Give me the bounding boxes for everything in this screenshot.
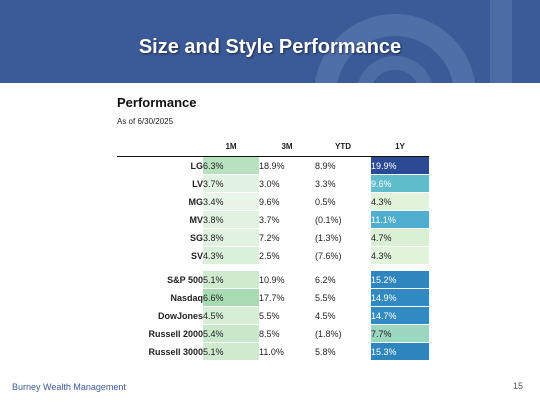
table-body: LG 6.3% 18.9% 8.9% 19.9% LV 3.7% 3.0% 3.3% 9.6% MG… (117, 156, 429, 361)
value-cell: 19.9% (371, 156, 429, 175)
as-of-date: As of 6/30/2025 (117, 117, 174, 126)
value-cell: 6.6% (203, 288, 259, 307)
row-label: MG (117, 192, 203, 211)
value-cell: 3.8% (203, 228, 259, 247)
row-label: LG (117, 156, 203, 175)
section-title: Performance (117, 95, 197, 110)
company-name: Burney Wealth Management (12, 382, 126, 392)
table-row: MG 3.4% 9.6% 0.5% 4.3% (117, 192, 429, 211)
value-cell: 3.7% (259, 210, 315, 229)
table-row: LV 3.7% 3.0% 3.3% 9.6% (117, 174, 429, 193)
table-row: SV 4.3% 2.5% (7.6%) 4.3% (117, 246, 429, 265)
value-cell: 9.6% (371, 174, 429, 193)
value-cell: 3.8% (203, 210, 259, 229)
value-cell: 4.3% (203, 246, 259, 265)
value-cell: 11.0% (259, 342, 315, 361)
value-cell: 9.6% (259, 192, 315, 211)
value-cell: 15.3% (371, 342, 429, 361)
row-label: DowJones (117, 306, 203, 325)
value-cell: 14.9% (371, 288, 429, 307)
value-cell: 8.9% (315, 156, 371, 175)
row-label: MV (117, 210, 203, 229)
value-cell: 5.8% (315, 342, 371, 361)
decorative-logo-arc (314, 0, 512, 83)
value-cell: 3.7% (203, 174, 259, 193)
header-1y: 1Y (371, 137, 429, 157)
value-cell: 4.7% (371, 228, 429, 247)
table-row: MV 3.8% 3.7% (0.1%) 11.1% (117, 210, 429, 229)
value-cell: 14.7% (371, 306, 429, 325)
value-cell: 4.3% (371, 192, 429, 211)
value-cell: 11.1% (371, 210, 429, 229)
row-label: SV (117, 246, 203, 265)
table-row: SG 3.8% 7.2% (1.3%) 4.7% (117, 228, 429, 247)
row-label: Russell 2000 (117, 324, 203, 343)
value-cell: (1.3%) (315, 228, 371, 247)
value-cell: (0.1%) (315, 210, 371, 229)
value-cell: 5.1% (203, 342, 259, 361)
value-cell: 7.2% (259, 228, 315, 247)
value-cell: 4.5% (315, 306, 371, 325)
header-label-column (117, 137, 203, 157)
value-cell: 10.9% (259, 271, 315, 289)
value-cell: 5.4% (203, 324, 259, 343)
value-cell: 18.9% (259, 156, 315, 175)
table-row: S&P 500 5.1% 10.9% 6.2% 15.2% (117, 271, 429, 289)
value-cell: 5.5% (259, 306, 315, 325)
header-1m: 1M (203, 137, 259, 157)
value-cell: 2.5% (259, 246, 315, 265)
header-ytd: YTD (315, 137, 371, 157)
table-row: Russell 3000 5.1% 11.0% 5.8% 15.3% (117, 342, 429, 361)
row-label: S&P 500 (117, 271, 203, 289)
value-cell: 3.3% (315, 174, 371, 193)
row-label: LV (117, 174, 203, 193)
row-label: Nasdaq (117, 288, 203, 307)
value-cell: 5.5% (315, 288, 371, 307)
value-cell: (7.6%) (315, 246, 371, 265)
value-cell: (1.8%) (315, 324, 371, 343)
value-cell: 8.5% (259, 324, 315, 343)
table-row: Nasdaq 6.6% 17.7% 5.5% 14.9% (117, 288, 429, 307)
table-header-row: 1M 3M YTD 1Y (117, 137, 429, 157)
table-row: DowJones 4.5% 5.5% 4.5% 14.7% (117, 306, 429, 325)
table-row: LG 6.3% 18.9% 8.9% 19.9% (117, 156, 429, 175)
row-label: SG (117, 228, 203, 247)
title-banner: Size and Style Performance (0, 0, 540, 83)
value-cell: 17.7% (259, 288, 315, 307)
value-cell: 6.2% (315, 271, 371, 289)
row-label: Russell 3000 (117, 342, 203, 361)
value-cell: 15.2% (371, 271, 429, 289)
performance-table: 1M 3M YTD 1Y LG 6.3% 18.9% 8.9% 19.9% LV 3.7% 3… (117, 137, 429, 361)
value-cell: 7.7% (371, 324, 429, 343)
value-cell: 6.3% (203, 156, 259, 175)
value-cell: 3.0% (259, 174, 315, 193)
value-cell: 3.4% (203, 192, 259, 211)
slide-title: Size and Style Performance (138, 36, 402, 58)
table-row: Russell 2000 5.4% 8.5% (1.8%) 7.7% (117, 324, 429, 343)
page-number: 15 (513, 381, 524, 391)
value-cell: 4.5% (203, 306, 259, 325)
value-cell: 4.3% (371, 246, 429, 265)
header-3m: 3M (259, 137, 315, 157)
value-cell: 0.5% (315, 192, 371, 211)
value-cell: 5.1% (203, 271, 259, 289)
